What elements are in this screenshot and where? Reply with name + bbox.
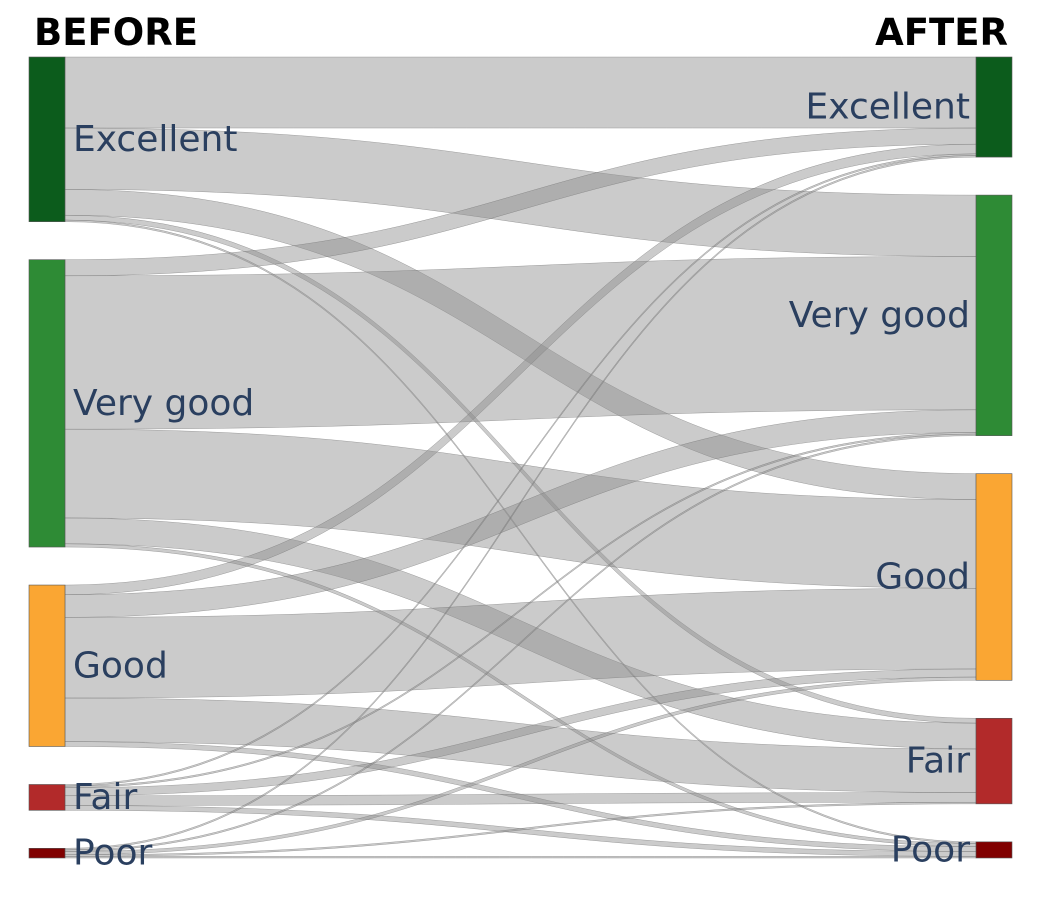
nodes-layer — [28, 56, 1013, 859]
label-after-excellent: Excellent — [806, 87, 970, 128]
label-before-fair: Fair — [73, 777, 137, 818]
label-before-excellent: Excellent — [73, 119, 237, 160]
before-title: BEFORE — [34, 11, 198, 54]
label-before-very-good: Very good — [73, 383, 254, 424]
label-after-good: Good — [875, 556, 970, 597]
label-after-very-good: Very good — [789, 295, 970, 336]
node-before-poor[interactable] — [28, 848, 66, 859]
labels-layer: Excellent Very good Good Fair Poor Excellent V… — [73, 87, 970, 874]
node-after-excellent[interactable] — [975, 56, 1013, 158]
node-after-very-good[interactable] — [975, 194, 1013, 436]
label-after-poor: Poor — [891, 829, 970, 870]
label-before-poor: Poor — [73, 833, 152, 874]
links-layer — [64, 56, 977, 859]
node-after-good[interactable] — [975, 473, 1013, 681]
link-poor-to-poor[interactable] — [64, 856, 977, 859]
node-before-fair[interactable] — [28, 784, 66, 811]
node-after-fair[interactable] — [975, 717, 1013, 805]
node-after-poor[interactable] — [975, 841, 1013, 859]
node-before-good[interactable] — [28, 584, 66, 747]
link-fair-to-fair[interactable] — [64, 792, 977, 806]
label-before-good: Good — [73, 645, 168, 686]
label-after-fair: Fair — [906, 741, 970, 782]
node-before-excellent[interactable] — [28, 56, 66, 222]
node-before-very-good[interactable] — [28, 259, 66, 548]
after-title: AFTER — [875, 11, 1008, 54]
